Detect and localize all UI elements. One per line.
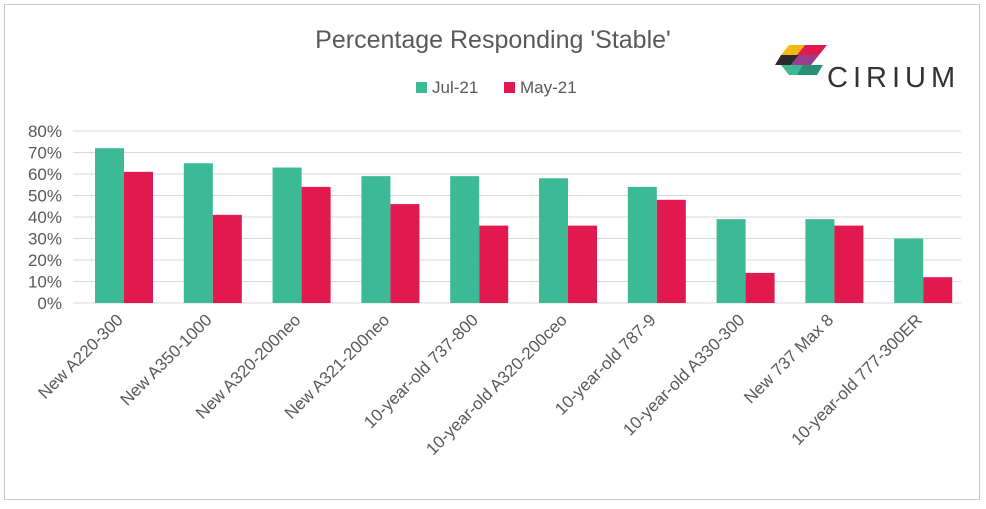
legend-swatch-jul-21 — [416, 82, 427, 93]
chart-title: Percentage Responding 'Stable' — [315, 26, 671, 54]
bar-may-21-4 — [479, 225, 509, 303]
bar-may-21-7 — [745, 272, 775, 303]
bar-jul-21-9 — [894, 238, 924, 303]
bar-may-21-1 — [212, 214, 242, 303]
x-category-label: New A350-1000 — [117, 310, 216, 409]
legend-swatch-may-21 — [504, 82, 515, 93]
bar-jul-21-1 — [183, 163, 213, 303]
bar-may-21-5 — [568, 225, 597, 303]
legend-label-may-21: May-21 — [520, 78, 577, 97]
bar-may-21-0 — [124, 171, 153, 303]
y-tick-label: 10% — [28, 273, 62, 292]
bar-jul-21-4 — [450, 176, 480, 303]
bar-may-21-9 — [923, 277, 953, 303]
legend: Jul-21 May-21 — [416, 78, 577, 97]
x-category-label: New A220-300 — [35, 310, 127, 402]
y-tick-label: 0% — [37, 294, 62, 313]
bars — [95, 148, 953, 303]
y-tick-label: 70% — [28, 144, 62, 163]
y-tick-label: 80% — [28, 122, 62, 141]
y-tick-label: 50% — [28, 187, 62, 206]
bar-jul-21-5 — [539, 178, 568, 303]
bar-may-21-6 — [656, 199, 686, 303]
y-tick-label: 40% — [28, 208, 62, 227]
bar-jul-21-0 — [95, 148, 124, 303]
bar-jul-21-7 — [716, 219, 746, 303]
brand-name: CIRIUM — [827, 62, 960, 94]
bar-jul-21-8 — [805, 219, 835, 303]
chart-frame: Percentage Responding 'Stable' Jul-21 Ma… — [4, 4, 980, 500]
x-category-label: New 737 Max 8 — [740, 310, 837, 407]
bar-jul-21-6 — [627, 186, 657, 303]
bar-may-21-3 — [390, 204, 420, 303]
cirium-logo-icon — [775, 45, 827, 75]
legend-label-jul-21: Jul-21 — [432, 78, 478, 97]
x-category-label: 10-year-old A320-200ceo — [422, 310, 570, 458]
bar-chart: Percentage Responding 'Stable' Jul-21 Ma… — [28, 26, 961, 459]
bar-jul-21-2 — [272, 167, 302, 303]
bar-jul-21-3 — [361, 176, 391, 303]
y-tick-label: 20% — [28, 251, 62, 270]
bar-may-21-8 — [834, 225, 864, 303]
bar-may-21-2 — [301, 186, 331, 303]
y-axis-tick-labels: 0% 10% 20% 30% 40% 50% 60% 70% 80% — [28, 122, 62, 313]
y-tick-label: 60% — [28, 165, 62, 184]
y-tick-label: 30% — [28, 230, 62, 249]
